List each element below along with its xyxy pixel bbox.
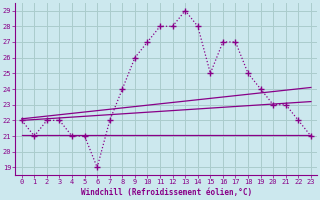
X-axis label: Windchill (Refroidissement éolien,°C): Windchill (Refroidissement éolien,°C) [81,188,252,197]
